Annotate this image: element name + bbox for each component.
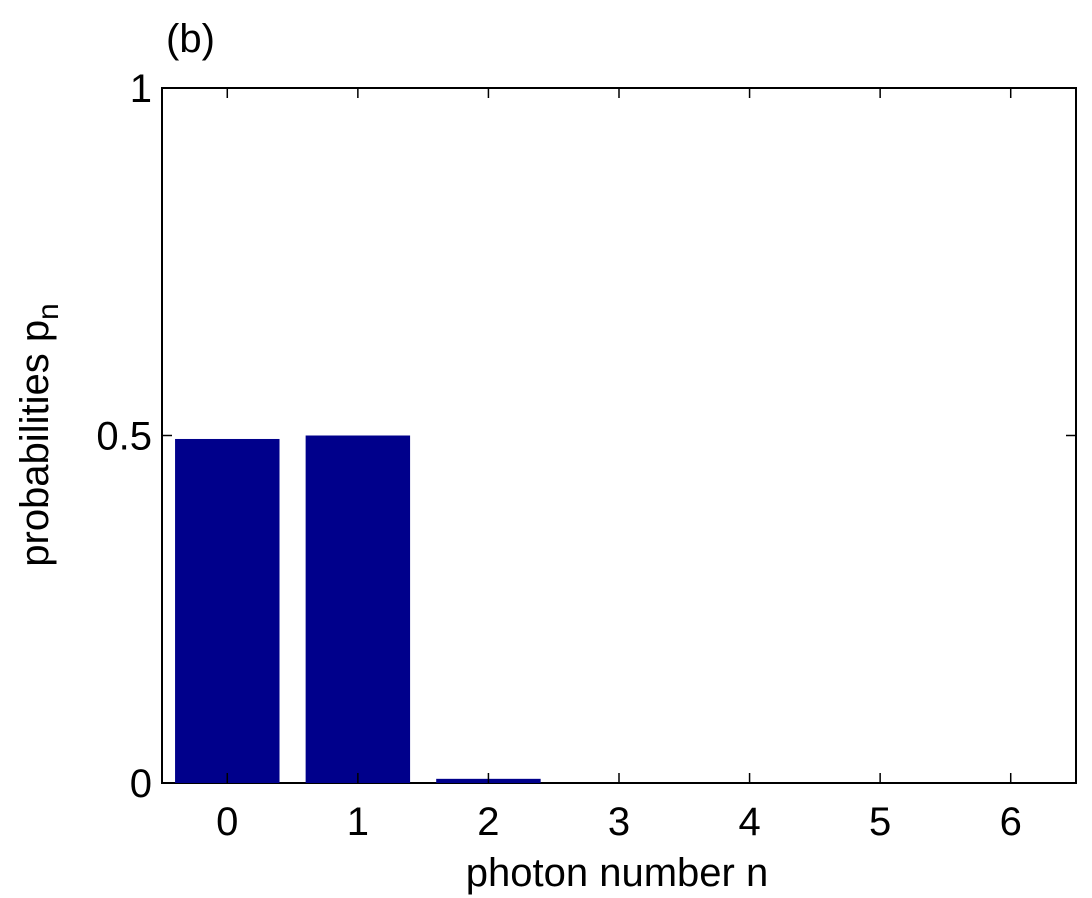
x-tick-label: 2 bbox=[477, 800, 499, 844]
x-tick-label: 3 bbox=[608, 800, 630, 844]
x-tick-label: 0 bbox=[216, 800, 238, 844]
y-axis-label-group: probabilities pn bbox=[13, 303, 65, 567]
x-tick-label: 4 bbox=[738, 800, 760, 844]
bar bbox=[175, 438, 280, 783]
x-tick-label: 5 bbox=[869, 800, 891, 844]
y-tick-label: 0.5 bbox=[96, 415, 152, 459]
y-axis-label-main: probabilities p bbox=[13, 320, 57, 567]
x-tick-label: 1 bbox=[347, 800, 369, 844]
y-tick-label: 1 bbox=[130, 67, 152, 111]
axes-box bbox=[161, 87, 1077, 784]
y-axis-label: probabilities pn bbox=[13, 303, 65, 567]
x-tick-label: 6 bbox=[1000, 800, 1022, 844]
bar bbox=[305, 435, 411, 783]
y-axis-label-subscript: n bbox=[32, 303, 65, 320]
x-axis-label: photon number n bbox=[466, 851, 768, 895]
chart-title: (b) bbox=[166, 17, 215, 61]
y-tick-label: 0 bbox=[130, 762, 152, 806]
